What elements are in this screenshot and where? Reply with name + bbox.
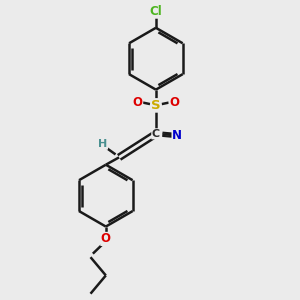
Text: H: H bbox=[98, 139, 107, 149]
Text: Cl: Cl bbox=[149, 5, 162, 18]
Text: C: C bbox=[152, 129, 160, 139]
Text: N: N bbox=[172, 129, 182, 142]
Text: S: S bbox=[151, 99, 161, 112]
Text: O: O bbox=[133, 96, 142, 110]
Text: O: O bbox=[169, 96, 179, 110]
Text: O: O bbox=[101, 232, 111, 245]
